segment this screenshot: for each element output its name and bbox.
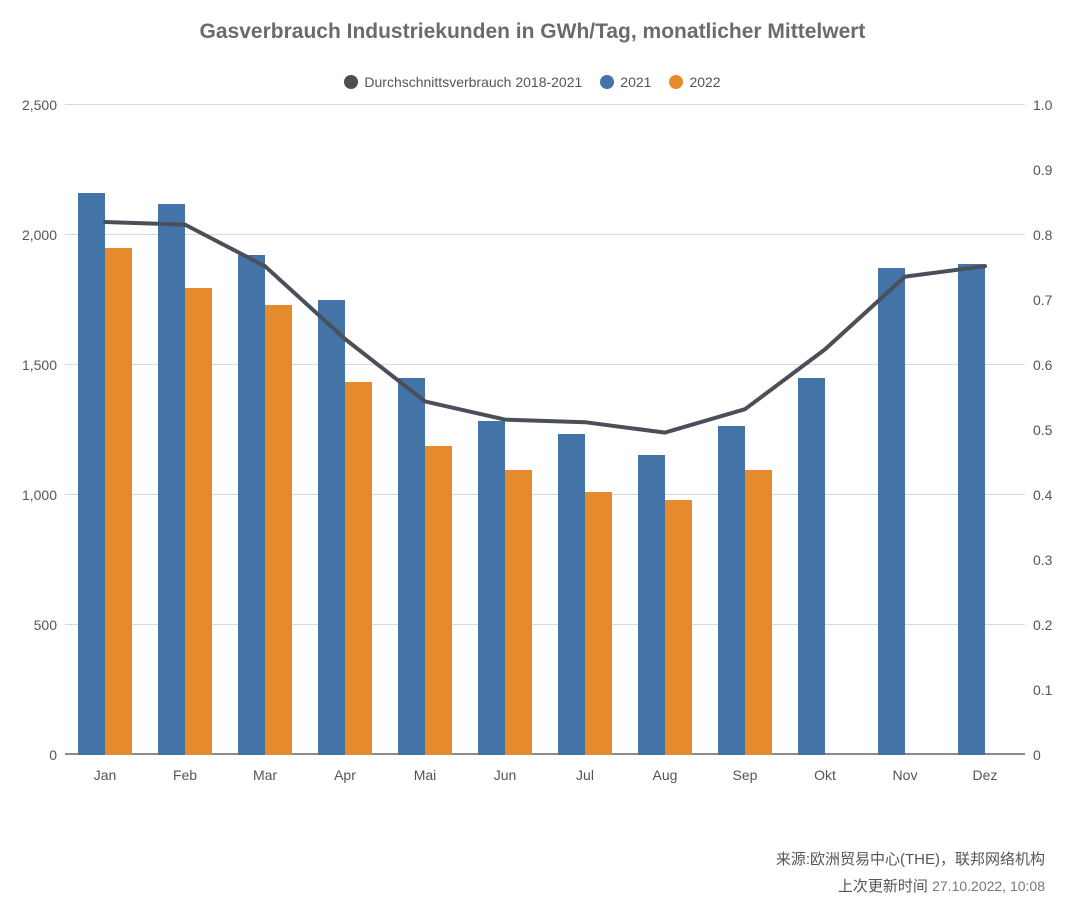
x-tick: Aug xyxy=(625,767,705,783)
x-tick: Jan xyxy=(65,767,145,783)
y-right-tick: 0.3 xyxy=(1033,553,1065,567)
chart-title: Gasverbrauch Industriekunden in GWh/Tag,… xyxy=(10,20,1055,44)
x-tick: Jun xyxy=(465,767,545,783)
x-tick: Dez xyxy=(945,767,1025,783)
y-right-tick: 0.7 xyxy=(1033,293,1065,307)
x-tick: Mar xyxy=(225,767,305,783)
x-tick: Okt xyxy=(785,767,865,783)
y-right-tick: 0.1 xyxy=(1033,683,1065,697)
updated-line: 上次更新时间 27.10.2022, 10:08 xyxy=(776,873,1045,900)
x-tick: Feb xyxy=(145,767,225,783)
legend-swatch-2022-icon xyxy=(669,75,683,89)
x-tick: Nov xyxy=(865,767,945,783)
y-right-tick: 0.9 xyxy=(1033,163,1065,177)
legend-label-2022: 2022 xyxy=(689,74,720,90)
y-left-tick: 500 xyxy=(10,618,57,632)
x-tick: Sep xyxy=(705,767,785,783)
chart-container: Gasverbrauch Industriekunden in GWh/Tag,… xyxy=(0,0,1065,918)
legend-swatch-avg-icon xyxy=(344,75,358,89)
legend-item-avg: Durchschnittsverbrauch 2018-2021 xyxy=(344,74,582,90)
avg-line xyxy=(65,105,1025,755)
y-left-tick: 2,500 xyxy=(10,98,57,112)
plot-area xyxy=(65,105,1025,755)
y-left-tick: 2,000 xyxy=(10,228,57,242)
y-right-tick: 0.8 xyxy=(1033,228,1065,242)
y-axis-left: 05001,0001,5002,0002,500 xyxy=(10,105,57,755)
y-left-tick: 1,000 xyxy=(10,488,57,502)
y-right-tick: 0 xyxy=(1033,748,1065,762)
plot-wrap: 05001,0001,5002,0002,500 00.10.20.30.40.… xyxy=(10,105,1065,795)
y-right-tick: 0.5 xyxy=(1033,423,1065,437)
chart-footer: 来源:欧洲贸易中心(THE)，联邦网络机构 上次更新时间 27.10.2022,… xyxy=(776,846,1045,900)
updated-label: 上次更新时间 xyxy=(838,878,928,895)
legend-item-2022: 2022 xyxy=(669,74,720,90)
legend: Durchschnittsverbrauch 2018-2021 2021 20… xyxy=(10,74,1055,90)
x-tick: Jul xyxy=(545,767,625,783)
y-right-tick: 1.0 xyxy=(1033,98,1065,112)
y-left-tick: 0 xyxy=(10,748,57,762)
source-label: 来源:欧洲贸易中心(THE)，联邦网络机构 xyxy=(776,846,1045,873)
x-tick: Mai xyxy=(385,767,465,783)
legend-swatch-2021-icon xyxy=(600,75,614,89)
x-tick: Apr xyxy=(305,767,385,783)
y-right-tick: 0.2 xyxy=(1033,618,1065,632)
legend-item-2021: 2021 xyxy=(600,74,651,90)
x-axis: JanFebMarAprMaiJunJulAugSepOktNovDez xyxy=(65,767,1025,783)
legend-label-2021: 2021 xyxy=(620,74,651,90)
y-axis-right: 00.10.20.30.40.50.60.70.80.91.0 xyxy=(1033,105,1065,755)
legend-label-avg: Durchschnittsverbrauch 2018-2021 xyxy=(364,74,582,90)
y-right-tick: 0.4 xyxy=(1033,488,1065,502)
y-right-tick: 0.6 xyxy=(1033,358,1065,372)
y-left-tick: 1,500 xyxy=(10,358,57,372)
updated-value: 27.10.2022, 10:08 xyxy=(932,878,1045,894)
